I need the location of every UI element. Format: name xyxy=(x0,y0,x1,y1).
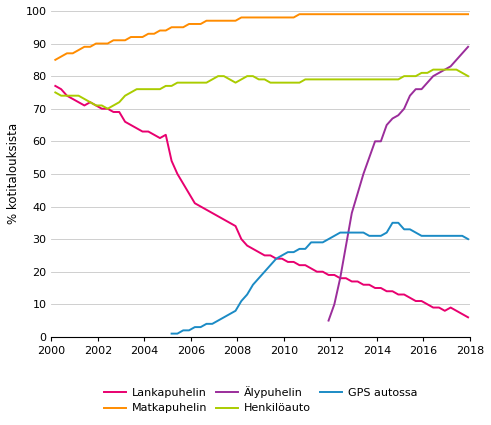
Henkilöauto xyxy=(53,90,58,95)
Matkapuhelin xyxy=(297,11,302,17)
GPS autossa xyxy=(349,230,355,235)
Lankapuhelin xyxy=(465,315,471,320)
Älypuhelin xyxy=(424,80,430,85)
GPS autossa xyxy=(448,233,454,238)
Henkilöauto xyxy=(465,74,471,79)
GPS autossa xyxy=(308,240,314,245)
Älypuhelin xyxy=(413,87,419,92)
Y-axis label: % kotitalouksista: % kotitalouksista xyxy=(7,123,20,224)
Henkilöauto xyxy=(430,67,436,72)
Älypuhelin xyxy=(331,302,337,307)
Matkapuhelin xyxy=(53,57,58,62)
Lankapuhelin xyxy=(53,83,58,88)
Älypuhelin xyxy=(395,113,401,118)
Älypuhelin xyxy=(430,74,436,79)
Line: GPS autossa: GPS autossa xyxy=(171,223,468,334)
Matkapuhelin xyxy=(465,11,471,17)
Älypuhelin xyxy=(378,139,384,144)
Matkapuhelin xyxy=(192,21,198,26)
Henkilöauto xyxy=(291,80,297,85)
Line: Matkapuhelin: Matkapuhelin xyxy=(55,14,468,60)
Line: Henkilöauto: Henkilöauto xyxy=(55,70,468,109)
Lankapuhelin xyxy=(110,109,116,114)
Älypuhelin xyxy=(442,67,448,72)
Älypuhelin xyxy=(407,93,413,98)
Henkilöauto xyxy=(105,106,110,111)
Älypuhelin xyxy=(448,64,454,69)
Älypuhelin xyxy=(372,139,378,144)
Lankapuhelin xyxy=(331,272,337,278)
Älypuhelin xyxy=(384,122,390,128)
Legend: Lankapuhelin, Matkapuhelin, Älypuhelin, Henkilöauto, GPS autossa: Lankapuhelin, Matkapuhelin, Älypuhelin, … xyxy=(100,382,422,418)
Henkilöauto xyxy=(116,99,122,105)
Älypuhelin xyxy=(459,51,465,56)
Älypuhelin xyxy=(401,106,407,111)
Line: Lankapuhelin: Lankapuhelin xyxy=(55,86,468,317)
GPS autossa xyxy=(192,325,198,330)
Älypuhelin xyxy=(389,116,395,121)
Matkapuhelin xyxy=(337,11,343,17)
Matkapuhelin xyxy=(285,15,291,20)
Lankapuhelin xyxy=(314,269,320,274)
Matkapuhelin xyxy=(151,31,157,36)
Älypuhelin xyxy=(436,70,442,75)
Lankapuhelin xyxy=(285,259,291,264)
Henkilöauto xyxy=(320,77,326,82)
Älypuhelin xyxy=(465,44,471,49)
Älypuhelin xyxy=(419,87,425,92)
Henkilöauto xyxy=(198,80,204,85)
GPS autossa xyxy=(273,256,279,261)
Henkilöauto xyxy=(337,77,343,82)
Lankapuhelin xyxy=(151,132,157,137)
Älypuhelin xyxy=(366,155,372,160)
GPS autossa xyxy=(168,331,174,336)
Älypuhelin xyxy=(349,210,355,215)
Line: Älypuhelin: Älypuhelin xyxy=(328,47,468,320)
Älypuhelin xyxy=(326,318,331,323)
Matkapuhelin xyxy=(320,11,326,17)
GPS autossa xyxy=(389,220,395,225)
Henkilöauto xyxy=(442,67,448,72)
Älypuhelin xyxy=(360,171,366,176)
GPS autossa xyxy=(360,230,366,235)
Matkapuhelin xyxy=(110,38,116,43)
GPS autossa xyxy=(465,237,471,242)
Älypuhelin xyxy=(454,57,460,62)
Lankapuhelin xyxy=(192,201,198,206)
Älypuhelin xyxy=(343,243,349,248)
Älypuhelin xyxy=(337,276,343,281)
Älypuhelin xyxy=(355,191,360,196)
